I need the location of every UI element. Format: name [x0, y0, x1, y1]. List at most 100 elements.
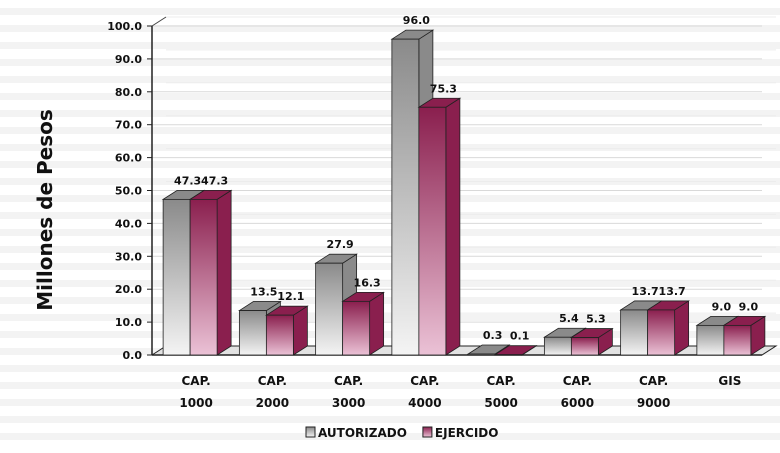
background-stripe [0, 433, 780, 440]
x-category-label: 1000 [179, 396, 212, 410]
bar-front [723, 324, 752, 356]
legend-label: EJERCIDO [435, 426, 499, 440]
x-category-label: CAP. [563, 374, 592, 388]
bar-ejercido [722, 315, 767, 356]
bar-ejercido [570, 327, 614, 356]
x-category-label: 9000 [637, 396, 670, 410]
background-stripe [0, 161, 780, 168]
x-category-label: CAP. [639, 374, 668, 388]
background-stripe [0, 93, 780, 100]
x-category-label: CAP. [487, 374, 516, 388]
y-tick-label: 20.0 [115, 283, 142, 296]
y-tick-label: 10.0 [115, 316, 142, 329]
background-stripe [0, 144, 780, 151]
bar-front [647, 309, 676, 356]
bar-ejercido [493, 344, 538, 356]
background-stripe [0, 365, 780, 372]
y-tick-label: 90.0 [115, 53, 142, 66]
background-stripe [0, 8, 780, 15]
data-label: 0.3 [483, 329, 503, 342]
bar-front [418, 106, 447, 356]
background-stripe [0, 59, 780, 66]
bar-front [696, 324, 725, 356]
x-category-label: 6000 [561, 396, 594, 410]
background-stripe [0, 331, 780, 338]
y-tick-label: 60.0 [115, 152, 142, 165]
y-axis-label: Millones de Pesos [33, 109, 57, 311]
background-stripe [0, 229, 780, 236]
background-stripe [0, 382, 780, 389]
bar-front [570, 337, 599, 356]
background-stripe [0, 280, 780, 287]
legend-label: AUTORIZADO [318, 426, 407, 440]
x-category-label: CAP. [182, 374, 211, 388]
data-label: 96.0 [403, 14, 430, 27]
data-label: 13.7 [632, 285, 659, 298]
background-stripe [0, 42, 780, 49]
bar-ejercido [188, 189, 233, 356]
data-label: 75.3 [430, 82, 457, 95]
bar-front [391, 38, 420, 356]
bar-ejercido [341, 291, 385, 356]
y-tick-label: 70.0 [115, 119, 142, 132]
background-stripe [0, 212, 780, 219]
y-tick-label: 80.0 [115, 86, 142, 99]
bar-front [494, 354, 523, 356]
bar-front [265, 314, 294, 356]
data-label: 47.3 [174, 174, 201, 187]
data-label: 16.3 [354, 276, 381, 289]
bar-front [467, 353, 496, 356]
x-category-label: CAP. [258, 374, 287, 388]
data-label: 5.4 [559, 312, 579, 325]
data-label: 0.1 [510, 330, 530, 343]
x-category-label: 4000 [408, 396, 441, 410]
data-label: 12.1 [277, 290, 304, 303]
background-stripe [0, 76, 780, 83]
bar-front [315, 262, 344, 356]
bar-ejercido [417, 97, 462, 356]
bar-side [369, 291, 385, 356]
background-stripe [0, 416, 780, 423]
background-stripe [0, 195, 780, 202]
data-labels: 47.3 47.3 13.5 12.1 27.9 16.3 96.0 75.3 0.3 0.1 5.… [174, 14, 758, 343]
data-label: 27.9 [327, 238, 354, 251]
y-axis-top [151, 16, 167, 27]
background-stripe [0, 127, 780, 134]
background-stripe [0, 246, 780, 253]
y-tick-label: 100.0 [107, 20, 142, 33]
background-stripe [0, 110, 780, 117]
y-tick-label: 30.0 [115, 250, 142, 263]
y-tick-label: 50.0 [115, 185, 142, 198]
x-category-label: 3000 [332, 396, 365, 410]
x-category-label: CAP. [410, 374, 439, 388]
data-label: 9.0 [712, 300, 732, 313]
legend-swatch [305, 426, 316, 438]
data-label: 47.3 [201, 174, 228, 187]
x-category-label: GIS [718, 374, 741, 388]
bar-front [543, 336, 572, 356]
legend: AUTORIZADO EJERCIDO [305, 426, 499, 440]
bar-front [238, 310, 267, 356]
legend-swatch [422, 426, 433, 438]
bar-front [162, 198, 191, 356]
bar-ejercido [646, 300, 690, 356]
background-layer [0, 8, 780, 440]
background-stripe [0, 263, 780, 270]
x-category-label: 2000 [256, 396, 289, 410]
x-category-label: 5000 [484, 396, 517, 410]
x-category-label: CAP. [334, 374, 363, 388]
data-label: 9.0 [739, 300, 759, 313]
bar-ejercido [265, 305, 309, 356]
bar-front [189, 198, 218, 356]
bars [161, 29, 767, 356]
bar-front [620, 309, 649, 356]
bar-side [445, 97, 461, 356]
data-label: 13.7 [659, 285, 686, 298]
y-tick-label: 40.0 [115, 217, 142, 230]
y-tick-label: 0.0 [123, 349, 143, 362]
background-stripe [0, 314, 780, 321]
background-stripe [0, 25, 780, 32]
axes: 0.0 10.0 20.0 30.0 40.0 50.0 60.0 70.0 80.0 90.0 1… [107, 16, 778, 410]
